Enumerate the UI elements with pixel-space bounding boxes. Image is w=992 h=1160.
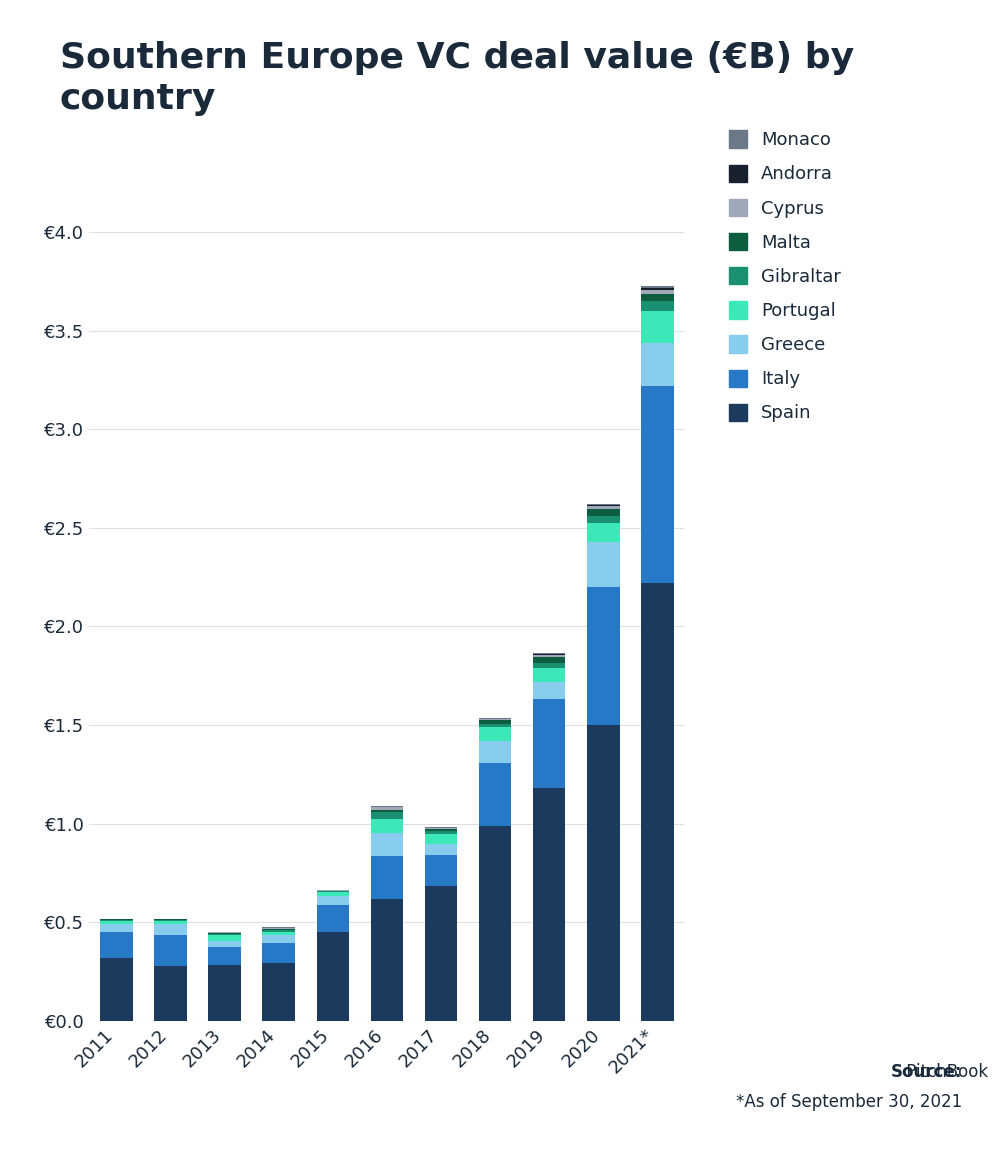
Bar: [641, 285, 674, 288]
Bar: [587, 523, 620, 542]
Bar: [587, 542, 620, 587]
Bar: [479, 720, 511, 724]
Bar: [316, 933, 349, 1021]
Bar: [533, 664, 565, 668]
Text: Southern Europe VC deal value (€B) by
country: Southern Europe VC deal value (€B) by co…: [60, 42, 854, 116]
Bar: [425, 828, 457, 829]
Bar: [587, 516, 620, 523]
Bar: [154, 921, 186, 925]
Bar: [263, 928, 295, 929]
Bar: [479, 719, 511, 720]
Bar: [208, 965, 241, 1021]
Bar: [641, 295, 674, 302]
Bar: [425, 843, 457, 855]
Bar: [425, 886, 457, 1021]
Bar: [479, 724, 511, 727]
Bar: [533, 682, 565, 699]
Bar: [533, 654, 565, 657]
Bar: [641, 288, 674, 290]
Bar: [371, 833, 403, 856]
Bar: [263, 963, 295, 1021]
Bar: [100, 958, 133, 1021]
Bar: [154, 925, 186, 935]
Bar: [425, 855, 457, 886]
Bar: [371, 856, 403, 899]
Text: Source:: Source:: [891, 1063, 962, 1081]
Bar: [587, 506, 620, 509]
Bar: [371, 810, 403, 812]
Bar: [533, 653, 565, 654]
Bar: [208, 935, 241, 941]
Bar: [100, 933, 133, 958]
Bar: [641, 290, 674, 295]
Bar: [587, 725, 620, 1021]
Bar: [425, 829, 457, 831]
Bar: [479, 763, 511, 826]
Bar: [208, 947, 241, 965]
Bar: [263, 943, 295, 963]
Bar: [479, 727, 511, 741]
Bar: [371, 899, 403, 1021]
Bar: [371, 819, 403, 833]
Bar: [263, 930, 295, 931]
Bar: [641, 583, 674, 1021]
Bar: [479, 741, 511, 763]
Bar: [533, 788, 565, 1021]
Bar: [263, 931, 295, 935]
Bar: [479, 826, 511, 1021]
Bar: [154, 965, 186, 1021]
Bar: [100, 925, 133, 933]
Bar: [425, 834, 457, 843]
Bar: [533, 668, 565, 682]
Bar: [533, 657, 565, 664]
Bar: [371, 806, 403, 807]
Bar: [533, 699, 565, 788]
Bar: [263, 935, 295, 943]
Bar: [371, 807, 403, 810]
Bar: [425, 831, 457, 834]
Text: *As of September 30, 2021: *As of September 30, 2021: [736, 1093, 962, 1111]
Text: PitchBook: PitchBook: [901, 1063, 988, 1081]
Bar: [587, 503, 620, 506]
Bar: [641, 302, 674, 311]
Bar: [208, 934, 241, 935]
Bar: [641, 343, 674, 386]
Bar: [263, 929, 295, 930]
Bar: [316, 892, 349, 896]
Bar: [100, 921, 133, 925]
Bar: [641, 311, 674, 343]
Bar: [641, 386, 674, 583]
Bar: [208, 941, 241, 947]
Legend: Monaco, Andorra, Cyprus, Malta, Gibraltar, Portugal, Greece, Italy, Spain: Monaco, Andorra, Cyprus, Malta, Gibralta…: [723, 125, 846, 428]
Bar: [154, 935, 186, 965]
Bar: [371, 812, 403, 819]
Bar: [316, 906, 349, 933]
Bar: [587, 509, 620, 516]
Bar: [316, 896, 349, 906]
Bar: [587, 587, 620, 725]
Bar: [208, 931, 241, 934]
